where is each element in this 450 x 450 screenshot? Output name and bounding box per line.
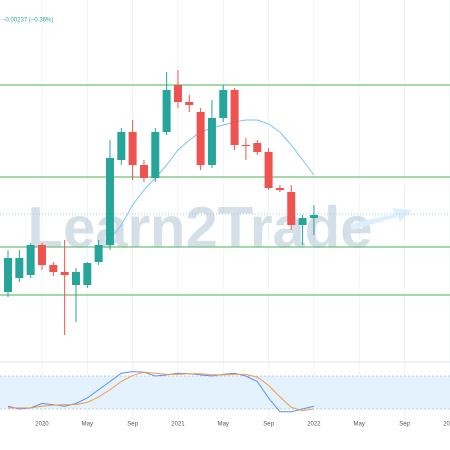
candle-body xyxy=(287,192,296,225)
oscillator-band xyxy=(0,376,450,409)
candle-body xyxy=(15,258,24,278)
x-tick-label: Sep xyxy=(399,422,410,428)
candle-body xyxy=(207,118,216,165)
x-tick-label: 2020 xyxy=(35,422,49,428)
candle-body xyxy=(139,165,148,178)
x-tick-label: May xyxy=(82,422,93,428)
candle-body xyxy=(264,152,273,188)
candle-body xyxy=(253,143,262,152)
watermark-text: Learn2Trade xyxy=(28,195,373,260)
candle-body xyxy=(185,102,194,105)
candle-body xyxy=(128,132,137,165)
watermark: Learn2Trade xyxy=(28,195,412,260)
candle-body xyxy=(26,245,35,275)
candle-body xyxy=(60,272,69,275)
candle-body xyxy=(4,258,12,292)
candle-body xyxy=(275,188,284,190)
candle-body xyxy=(219,90,228,118)
plot-area xyxy=(0,70,450,413)
candle-body xyxy=(94,245,103,262)
x-tick-label: Sep xyxy=(127,422,138,428)
x-tick-label: Sep xyxy=(263,422,274,428)
x-tick-label: 2021 xyxy=(171,422,185,428)
change-label: −0.00237 (−0.36%) xyxy=(2,18,53,24)
candle-body xyxy=(230,90,239,145)
candle-body xyxy=(83,263,92,285)
candle-body xyxy=(49,265,58,272)
candle-body xyxy=(173,85,182,102)
candle-body xyxy=(162,90,171,132)
candle-body xyxy=(309,215,318,218)
x-tick-label: May xyxy=(354,422,365,428)
oscillator-line xyxy=(7,371,315,413)
candle-body xyxy=(151,132,160,178)
candle-body xyxy=(105,158,114,245)
candle-body xyxy=(241,145,250,146)
x-tick-label: 2022 xyxy=(307,422,321,428)
candle-body xyxy=(71,272,80,285)
candle-body xyxy=(117,132,126,160)
x-tick-label: 2023 xyxy=(443,422,450,428)
watermark-arrow xyxy=(350,208,412,230)
oscillator-line xyxy=(8,371,314,412)
candle-body xyxy=(196,112,205,165)
candle-body xyxy=(298,218,307,225)
candle-body xyxy=(37,245,46,265)
x-tick-label: May xyxy=(218,422,229,428)
